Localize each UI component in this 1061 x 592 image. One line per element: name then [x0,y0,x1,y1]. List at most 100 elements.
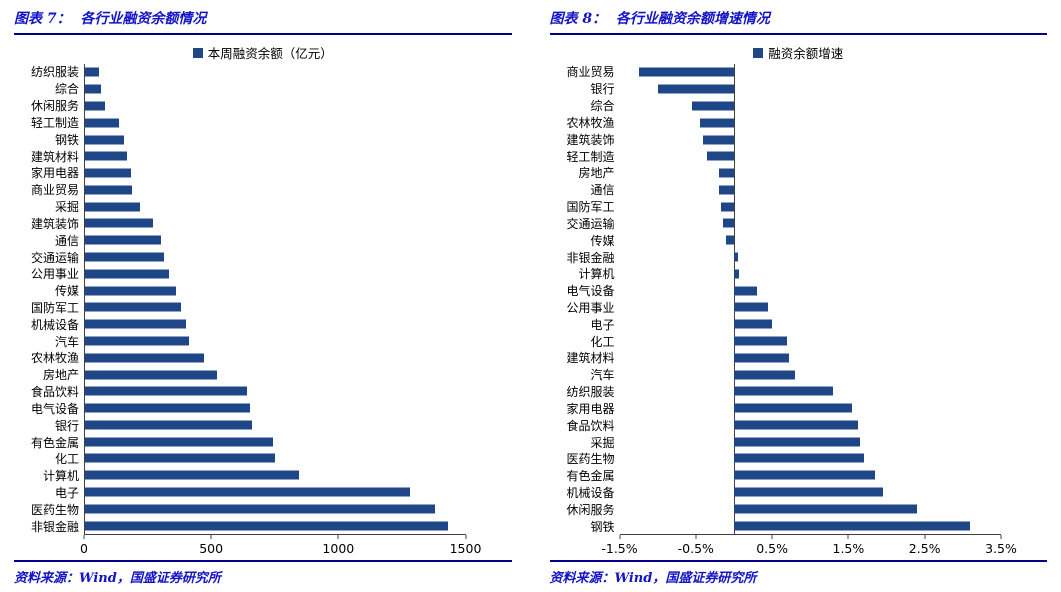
bar [85,185,132,195]
bar [720,202,734,212]
category-label: 休闲服务 [30,99,79,114]
category-label: 医药生物 [566,452,615,467]
category-label: 采掘 [590,435,615,450]
bar [699,118,734,128]
bar [85,218,154,228]
bar [733,286,757,296]
tick-mark [771,535,773,539]
category-label: 机械设备 [30,317,79,332]
category-label: 银行 [590,82,615,97]
bar [85,353,205,363]
bar [85,269,169,279]
figure7-source-rule [14,560,512,562]
category-label: 商业贸易 [30,183,79,198]
category-label: 建筑材料 [30,149,79,164]
category-label: 综合 [590,99,615,114]
bar [85,336,189,346]
bar [85,470,300,480]
bar [726,235,734,245]
bar [733,453,864,463]
category-axis: 商业贸易 银行 综合 农林牧渔 建筑装饰 轻工制造 房地产 通信 国防军工 交通运输 传媒 非银金融计… [550,64,620,535]
category-label: 商业贸易 [566,65,615,80]
bar [85,420,253,430]
zero-axis-line [733,64,735,534]
category-label: 化工 [590,334,615,349]
bar [85,504,436,514]
bar [718,185,734,195]
bar [733,386,834,396]
bar [733,319,773,329]
category-label: 交通运输 [566,216,615,231]
bar [703,135,734,145]
x-axis-ticks: -1.5% -0.5% 0.5% 1.5% 2.5% 3.5% [601,535,1017,557]
category-label: 电气设备 [30,401,79,416]
tick-label: 1000 [322,541,355,556]
category-label: 采掘 [54,200,79,215]
category-label: 食品饮料 [566,418,615,433]
plot-area [619,64,1001,535]
category-label: 有色金属 [30,435,79,450]
tick-label: 0.5% [756,541,788,556]
bar [85,67,99,77]
category-label: 通信 [54,233,79,248]
figure8-panel: 图表 8： 各行业融资余额增速情况 融资余额增速 商业贸易 银行 综合 农林牧渔 建筑装… [544,6,1054,588]
tick-label: 2.5% [908,541,941,556]
bar [85,403,250,413]
tick-label: -0.5% [677,541,714,556]
bar [722,218,734,228]
bar [85,286,177,296]
bar [85,487,410,497]
tick-label: 1.5% [832,541,865,556]
category-label: 国防军工 [30,301,79,315]
bar [733,269,740,279]
bar [85,168,131,178]
figure8-bar-chart: 商业贸易 银行 综合 农林牧渔 建筑装饰 轻工制造 房地产 通信 国防军工 交通运输 传媒 非银金融计… [550,64,1048,557]
category-label: 公用事业 [30,267,79,282]
category-label: 纺织服装 [30,65,79,80]
category-label: 汽车 [54,334,79,349]
category-label: 传媒 [590,233,615,248]
figure7-bar-chart: 纺织服装 综合 休闲服务 轻工制造 钢铁 建筑材料 家用电器 商业贸易 采掘 建筑装饰 通信 交通运输… [14,64,512,557]
bar [718,168,734,178]
category-label: 家用电器 [566,401,615,416]
category-label: 电气设备 [566,284,615,299]
bar [733,521,971,531]
category-label: 医药生物 [30,502,79,517]
category-label: 休闲服务 [566,502,615,517]
category-label: 综合 [54,82,79,97]
tick-label: 3.5% [985,541,1017,556]
category-label: 银行 [54,418,79,433]
bar [85,235,162,245]
tick-mark [924,535,926,539]
bar [733,487,883,497]
category-label: 电子 [590,317,615,332]
figure7-legend: 本周融资余额（亿元） [14,43,512,62]
legend-label: 本周融资余额（亿元） [207,46,333,61]
legend-swatch [192,47,203,58]
figure8-title-rule [549,33,1047,35]
bar [85,302,182,312]
tick-mark [465,535,466,539]
figure8-title: 图表 8： 各行业融资余额增速情况 [549,11,770,27]
bar [733,420,858,430]
category-label: 房地产 [578,166,615,181]
figure8-source-rule [549,560,1047,562]
category-label: 建筑装饰 [30,216,79,231]
tick-mark [1000,535,1002,539]
bar [85,521,448,531]
tick-label: 0 [80,541,88,556]
category-label: 建筑装饰 [566,132,615,147]
plot-area [84,64,466,535]
category-label: 传媒 [54,284,79,299]
legend-swatch [753,47,764,58]
category-label: 通信 [590,183,615,198]
category-label: 纺织服装 [566,385,615,400]
bar [733,504,918,514]
tick-mark [619,535,620,539]
figure7-source: 资料来源：Wind，国盛证券研究所 [14,571,221,586]
bar [691,101,734,111]
bar [85,151,127,161]
category-label: 轻工制造 [566,149,615,164]
category-label: 公用事业 [566,301,615,315]
